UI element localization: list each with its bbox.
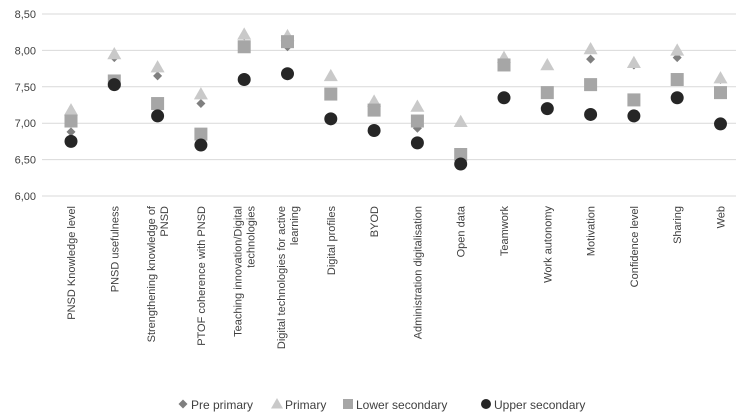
point-primary — [453, 114, 468, 127]
y-tick-label: 6,50 — [15, 155, 36, 167]
point-pre-primary — [153, 71, 163, 81]
legend-label-primary: Primary — [285, 398, 326, 412]
point-lower-secondary — [584, 78, 598, 92]
point-lower-secondary — [540, 86, 554, 100]
y-tick-label: 8,50 — [15, 9, 36, 21]
legend-label-pre-primary: Pre primary — [191, 398, 253, 412]
point-primary — [583, 41, 598, 55]
point-lower-secondary — [281, 35, 294, 49]
point-lower-secondary — [714, 86, 727, 100]
point-primary — [540, 57, 555, 71]
point-lower-secondary — [194, 127, 208, 141]
point-lower-secondary — [627, 93, 641, 107]
x-tick-label: Sharing — [672, 206, 684, 244]
point-primary — [410, 99, 425, 112]
legend-marker-upper-secondary — [481, 399, 491, 409]
point-upper-secondary — [281, 67, 294, 81]
point-upper-secondary — [497, 91, 511, 105]
point-upper-secondary — [64, 134, 78, 148]
legend-marker-primary — [271, 398, 283, 409]
point-upper-secondary — [237, 73, 251, 87]
x-tick-label: Administration digitalisation — [412, 206, 424, 339]
x-tick-label: Teaching innovation/Digitaltechnologies — [233, 206, 258, 337]
x-tick-label: Work autonomy — [542, 206, 554, 283]
point-upper-secondary — [627, 109, 641, 123]
y-tick-label: 7,00 — [15, 118, 36, 130]
point-primary — [367, 94, 382, 107]
point-primary — [626, 55, 641, 69]
point-primary — [107, 47, 122, 60]
point-lower-secondary — [454, 148, 468, 162]
point-primary — [150, 60, 165, 73]
point-upper-secondary — [670, 91, 684, 105]
y-tick-label: 6,00 — [15, 191, 36, 203]
point-upper-secondary — [584, 107, 598, 121]
point-primary — [670, 43, 685, 56]
x-tick-label: BYOD — [369, 206, 381, 237]
point-primary — [64, 103, 78, 116]
x-tick-label: Digital profiles — [326, 206, 338, 276]
point-pre-primary — [66, 127, 76, 137]
x-tick-label: Strengthening knowledge ofPNSD — [146, 205, 171, 342]
x-tick-label: Open data — [456, 205, 468, 257]
y-tick-label: 7,50 — [15, 82, 36, 94]
point-lower-secondary — [237, 40, 251, 54]
point-primary — [237, 27, 252, 40]
point-primary — [193, 87, 208, 100]
point-lower-secondary — [410, 114, 424, 128]
legend-label-upper-secondary: Upper secondary — [494, 398, 585, 412]
x-tick-label: PNSD usefulness — [109, 206, 121, 293]
point-upper-secondary — [454, 157, 468, 171]
point-lower-secondary — [670, 73, 684, 87]
x-tick-label: Web — [716, 206, 728, 228]
point-primary — [713, 71, 728, 84]
point-pre-primary — [586, 54, 596, 64]
x-tick-label: Motivation — [586, 206, 598, 256]
x-tick-label: PTOF coherence with PNSD — [196, 206, 208, 346]
point-lower-secondary — [151, 97, 165, 111]
point-pre-primary — [412, 123, 422, 133]
point-upper-secondary — [714, 117, 727, 131]
legend-marker-pre-primary — [178, 399, 188, 409]
x-tick-label: Confidence level — [629, 206, 641, 287]
point-upper-secondary — [107, 78, 121, 92]
point-lower-secondary — [324, 87, 338, 101]
x-tick-label: Teamwork — [499, 206, 511, 257]
x-tick-label: Digital technologies for activelearning — [276, 206, 301, 349]
point-upper-secondary — [151, 109, 165, 123]
point-upper-secondary — [324, 112, 338, 126]
point-upper-secondary — [367, 123, 381, 137]
y-tick-label: 8,00 — [15, 45, 36, 57]
point-lower-secondary — [367, 103, 381, 117]
point-lower-secondary — [497, 58, 511, 72]
point-upper-secondary — [194, 138, 208, 152]
point-lower-secondary — [64, 114, 78, 128]
legend-label-lower-secondary: Lower secondary — [356, 398, 447, 412]
point-upper-secondary — [540, 102, 554, 116]
x-tick-label: PNSD Knowledge level — [66, 206, 78, 320]
point-upper-secondary — [410, 136, 424, 150]
legend-marker-lower-secondary — [343, 399, 353, 409]
point-pre-primary — [196, 99, 206, 109]
point-primary — [323, 68, 338, 82]
